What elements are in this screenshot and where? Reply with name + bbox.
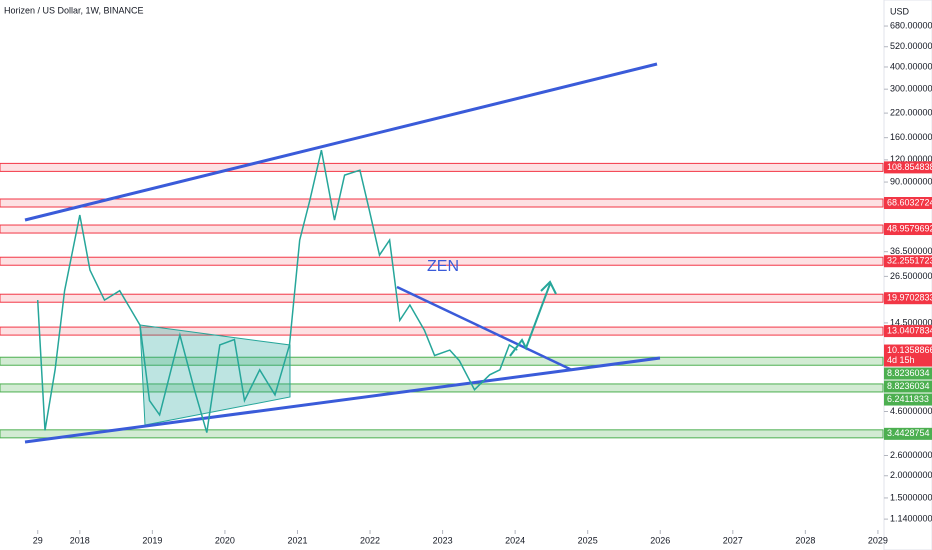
y-tick-label: 1.1400000 [890, 513, 932, 523]
price-label-box [884, 344, 932, 367]
y-tick-label: 680.0000000 [890, 20, 932, 30]
price-label-box [884, 197, 932, 210]
y-tick-label: 2.0000000 [890, 470, 932, 480]
y-tick-label: 26.5000000 [890, 271, 932, 281]
price-label: 6.2411833 [887, 394, 929, 404]
price-label-box [884, 161, 932, 174]
price-label-box [884, 367, 932, 380]
price-label-sub: 4d 15h [887, 355, 915, 365]
price-label-box [884, 393, 932, 406]
price-label-box [884, 325, 932, 338]
level-band [0, 256, 884, 266]
y-tick-label: 4.6000000 [890, 406, 932, 416]
price-label: 68.6032724 [887, 197, 932, 207]
price-label: 13.0407834 [887, 325, 932, 335]
price-label-box [884, 223, 932, 236]
trendline-lower [24, 356, 661, 444]
price-label: 3.4428754 [887, 428, 930, 438]
chart-title: Horizen / US Dollar, 1W, BINANCE [4, 5, 144, 15]
annotation: ZEN [427, 258, 459, 275]
price-label: 32.2551723 [887, 256, 932, 266]
y-tick-label: 520.0000000 [890, 41, 932, 51]
x-tick-label: 2026 [650, 535, 670, 545]
x-tick-label: 2029 [868, 535, 888, 545]
x-tick-label: 2023 [433, 535, 453, 545]
level-band [0, 326, 884, 336]
y-tick-label: 2.6000000 [890, 450, 932, 460]
arrow [509, 283, 551, 357]
price-line [36, 150, 518, 433]
price-label-box [884, 380, 932, 393]
x-tick-label: 2025 [578, 535, 598, 545]
arrow-head [540, 280, 557, 295]
x-tick-label: 2022 [360, 535, 380, 545]
level-band [0, 224, 884, 234]
x-tick-label: 2018 [70, 535, 90, 545]
y-tick-label: 120.0000000 [890, 154, 932, 164]
level-band [0, 198, 884, 208]
y-tick-label: 400.0000000 [890, 61, 932, 71]
currency: USD [890, 6, 910, 16]
y-tick-label: 14.5000000 [890, 317, 932, 327]
trendline-descending [396, 285, 573, 372]
x-tick-label: 2019 [142, 535, 162, 545]
price-label-box [884, 427, 932, 440]
price-label-box [884, 292, 932, 305]
trendline-upper [24, 62, 658, 222]
x-tick-label: 2020 [215, 535, 235, 545]
y-tick-label: 220.0000000 [890, 107, 932, 117]
price-axis [883, 0, 932, 550]
level-band [0, 429, 884, 439]
price-label: 10.1358866 [887, 345, 932, 355]
y-tick-label: 300.0000000 [890, 84, 932, 94]
price-label: 108.8548386 [887, 162, 932, 172]
y-tick-label: 160.0000000 [890, 132, 932, 142]
level-band [0, 162, 884, 172]
x-tick-label: 29 [33, 535, 43, 545]
price-label: 8.8236034 [887, 368, 930, 378]
price-label: 19.9702833 [887, 293, 932, 303]
level-band [0, 293, 884, 303]
y-tick-label: 1.5000000 [890, 492, 932, 502]
price-label: 48.9579692 [887, 223, 932, 233]
price-label-box [884, 255, 932, 268]
x-tick-label: 2021 [287, 535, 307, 545]
price-label: 8.8236034 [887, 381, 930, 391]
y-tick-label: 36.5000000 [890, 246, 932, 256]
x-tick-label: 2028 [795, 535, 815, 545]
x-tick-label: 2024 [505, 535, 525, 545]
x-tick-label: 2027 [723, 535, 743, 545]
y-tick-label: 90.0000000 [890, 176, 932, 186]
level-band [0, 356, 884, 366]
